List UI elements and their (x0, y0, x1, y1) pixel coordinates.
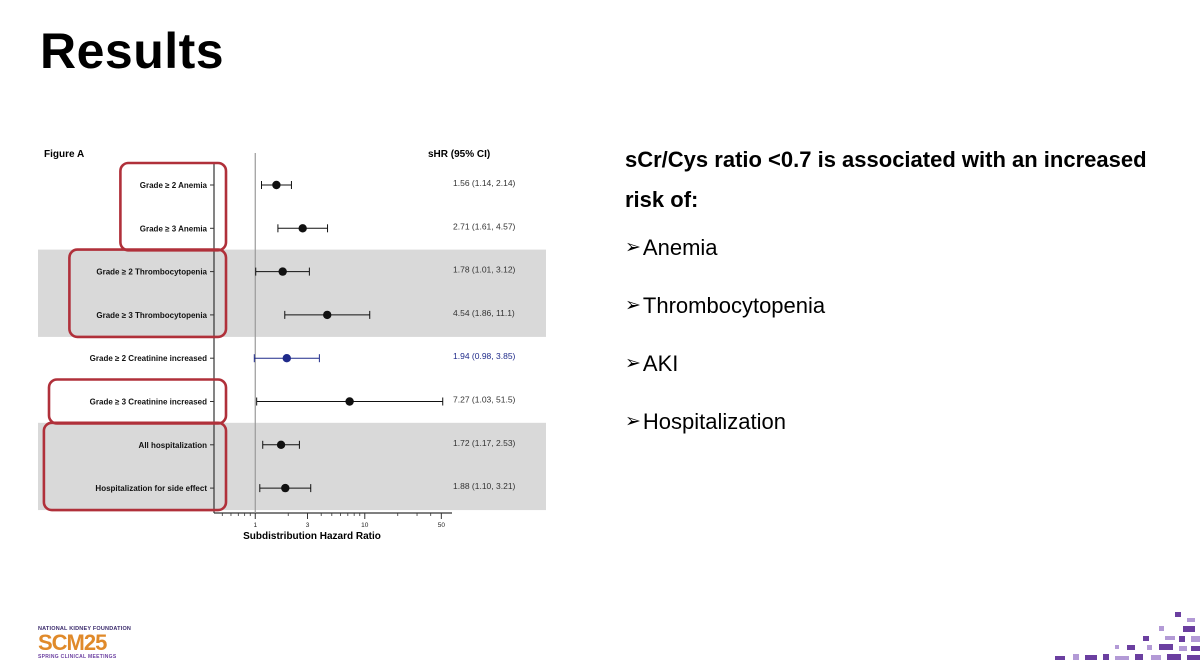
logo-sub-text: SPRING CLINICAL MEETINGS (38, 654, 117, 660)
hr-point (272, 180, 281, 190)
tick-label: 10 (361, 522, 369, 529)
forest-plot: 1 3 10 50 Grade ≥ 2 Anemia 1.56 (1.14, 2.14)… (38, 149, 546, 542)
arrow-bullet-icon: ➢ (625, 237, 641, 258)
slide-title: Results (40, 23, 225, 79)
finding-item: ➢ Anemia (625, 234, 1185, 262)
findings-panel: sCr/Cys ratio <0.7 is associated with an… (625, 140, 1185, 466)
shr-value-label: 1.94 (0.98, 3.85) (453, 351, 516, 361)
tick-label: 3 (306, 522, 310, 529)
highlight-box (42, 421, 228, 512)
highlight-box (119, 161, 228, 252)
pixel-decoration-icon (1055, 612, 1200, 660)
tick-label: 1 (253, 522, 257, 529)
hr-point (276, 440, 286, 449)
row-label: Grade ≥ 2 Anemia (140, 181, 208, 190)
shr-value-label: 1.88 (1.10, 3.21) (453, 481, 516, 491)
findings-headline: sCr/Cys ratio <0.7 is associated with an… (625, 147, 1147, 212)
row-label: All hospitalization (139, 441, 208, 450)
row-label: Hospitalization for side effect (95, 484, 207, 493)
x-axis-label: Subdistribution Hazard Ratio (243, 531, 381, 542)
tick-label: 50 (438, 522, 446, 529)
finding-label: Thrombocytopenia (642, 293, 826, 318)
finding-item: ➢ Hospitalization (625, 408, 1185, 436)
finding-item: ➢ AKI (625, 350, 1185, 378)
shr-value-label: 4.54 (1.86, 11.1) (453, 308, 515, 318)
shr-value-label: 1.78 (1.01, 3.12) (453, 265, 516, 275)
shr-header: sHR (95% CI) (428, 149, 490, 160)
row-label: Grade ≥ 2 Thrombocytopenia (96, 268, 207, 277)
shaded-band (38, 249, 546, 337)
highlight-box (68, 248, 228, 339)
hr-point (278, 267, 287, 276)
finding-label: Anemia (642, 235, 718, 260)
hr-point (282, 354, 291, 363)
arrow-bullet-icon: ➢ (625, 353, 641, 374)
row-label: Grade ≥ 3 Anemia (140, 224, 208, 233)
hr-point (281, 483, 290, 493)
row-label: Grade ≥ 3 Creatinine increased (90, 398, 207, 407)
shr-value-label: 2.71 (1.61, 4.57) (453, 221, 516, 231)
hr-point (298, 224, 307, 233)
figure-label: Figure A (44, 149, 84, 160)
shaded-band (38, 422, 546, 511)
arrow-bullet-icon: ➢ (625, 411, 641, 432)
shr-value-label: 1.56 (1.14, 2.14) (453, 178, 516, 188)
finding-label: Hospitalization (642, 409, 786, 434)
hr-point (323, 310, 332, 320)
logo-scm-text: SCM25 (38, 630, 107, 655)
shr-value-label: 1.72 (1.17, 2.53) (453, 438, 516, 448)
arrow-bullet-icon: ➢ (625, 295, 641, 316)
shr-value-label: 7.27 (1.03, 51.5) (453, 395, 516, 405)
logo-org-text: NATIONAL KIDNEY FOUNDATION (38, 626, 132, 632)
finding-item: ➢ Thrombocytopenia (625, 292, 1185, 320)
hr-point (345, 397, 354, 406)
findings-list: ➢ Anemia ➢ Thrombocytopenia ➢ AKI ➢ Hosp… (625, 234, 1185, 436)
row-label: Grade ≥ 3 Thrombocytopenia (96, 311, 207, 320)
finding-label: AKI (642, 351, 679, 376)
row-label: Grade ≥ 2 Creatinine increased (90, 354, 207, 363)
scm25-logo: NATIONAL KIDNEY FOUNDATION SCM25 SPRING … (38, 626, 158, 664)
